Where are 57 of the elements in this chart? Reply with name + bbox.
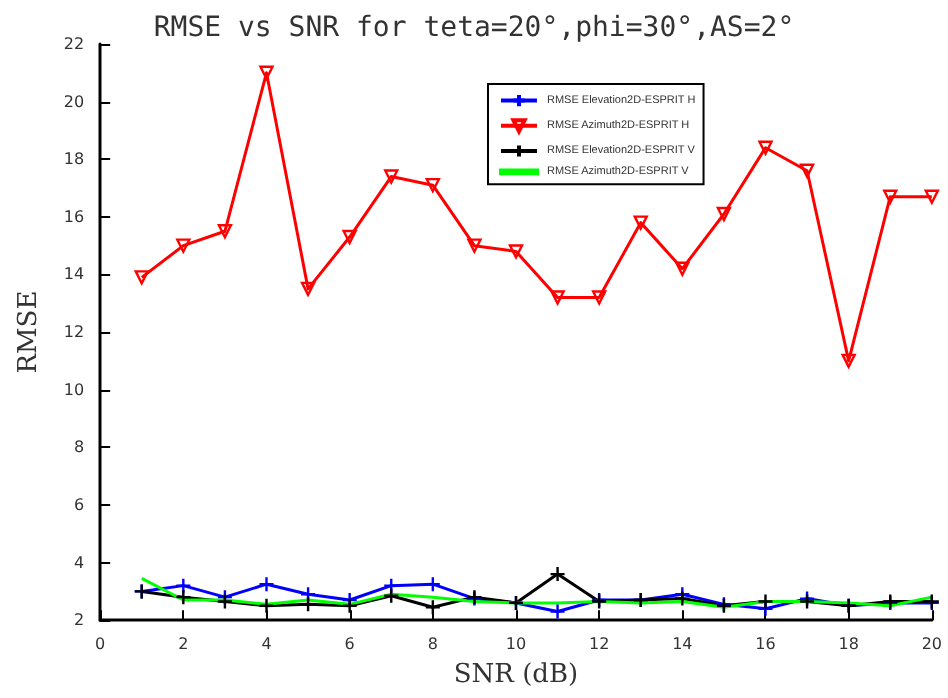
- point: [924, 189, 940, 204]
- x-tick-label: 18: [838, 635, 859, 654]
- point: [549, 565, 566, 583]
- point: [384, 169, 399, 184]
- point: [467, 238, 482, 253]
- point: [299, 586, 317, 603]
- point: [716, 206, 732, 222]
- point: [675, 261, 690, 276]
- point: [633, 215, 648, 230]
- x-tick-label: 8: [427, 635, 438, 654]
- point: [550, 290, 565, 305]
- point: [757, 593, 774, 610]
- point: [591, 290, 607, 305]
- point: [258, 597, 275, 614]
- x-tick-label: 6: [344, 635, 355, 654]
- x-tick-label: 16: [755, 635, 776, 654]
- y-tick-label: 12: [63, 323, 85, 342]
- point: [841, 353, 856, 369]
- point: [425, 177, 441, 193]
- point: [883, 189, 898, 204]
- point: [342, 229, 357, 245]
- y-tick-label: 8: [73, 438, 85, 457]
- y-tick-label: 16: [63, 207, 85, 226]
- x-tick-label: 0: [95, 635, 106, 654]
- point: [549, 603, 566, 620]
- y-tick-label: 2: [73, 611, 85, 630]
- point: [259, 65, 274, 81]
- y-tick-label: 6: [73, 495, 85, 514]
- x-tick-label: 12: [588, 635, 610, 654]
- point: [758, 140, 773, 155]
- x-tick-label: 4: [261, 635, 272, 654]
- x-tick-label: 10: [505, 635, 527, 654]
- y-tick-label: 18: [63, 150, 85, 169]
- x-tick-label: 14: [672, 635, 693, 654]
- point: [383, 587, 400, 604]
- point: [341, 597, 358, 614]
- x-tick-label: 2: [178, 635, 189, 654]
- y-tick-label: 10: [63, 380, 85, 399]
- y-tick-label: 4: [73, 553, 85, 572]
- chart-title: RMSE vs SNR for teta=20°,phi=30°,AS=2°: [153, 12, 795, 44]
- point: [216, 593, 234, 610]
- point: [300, 281, 316, 297]
- y-axis-title: RMSE: [14, 290, 44, 374]
- point: [799, 163, 815, 178]
- point: [508, 244, 524, 259]
- y-tick-label: 14: [63, 265, 85, 284]
- point: [134, 270, 149, 285]
- point: [258, 575, 275, 593]
- point: [424, 599, 442, 616]
- x-axis-title: SNR (dB): [453, 660, 579, 690]
- y-tick-label: 20: [63, 92, 85, 111]
- y-tick-label: 22: [63, 35, 85, 53]
- point: [175, 588, 192, 606]
- x-tick-label: 20: [921, 635, 943, 654]
- point: [175, 577, 192, 594]
- point: [176, 238, 191, 253]
- point: [217, 224, 233, 239]
